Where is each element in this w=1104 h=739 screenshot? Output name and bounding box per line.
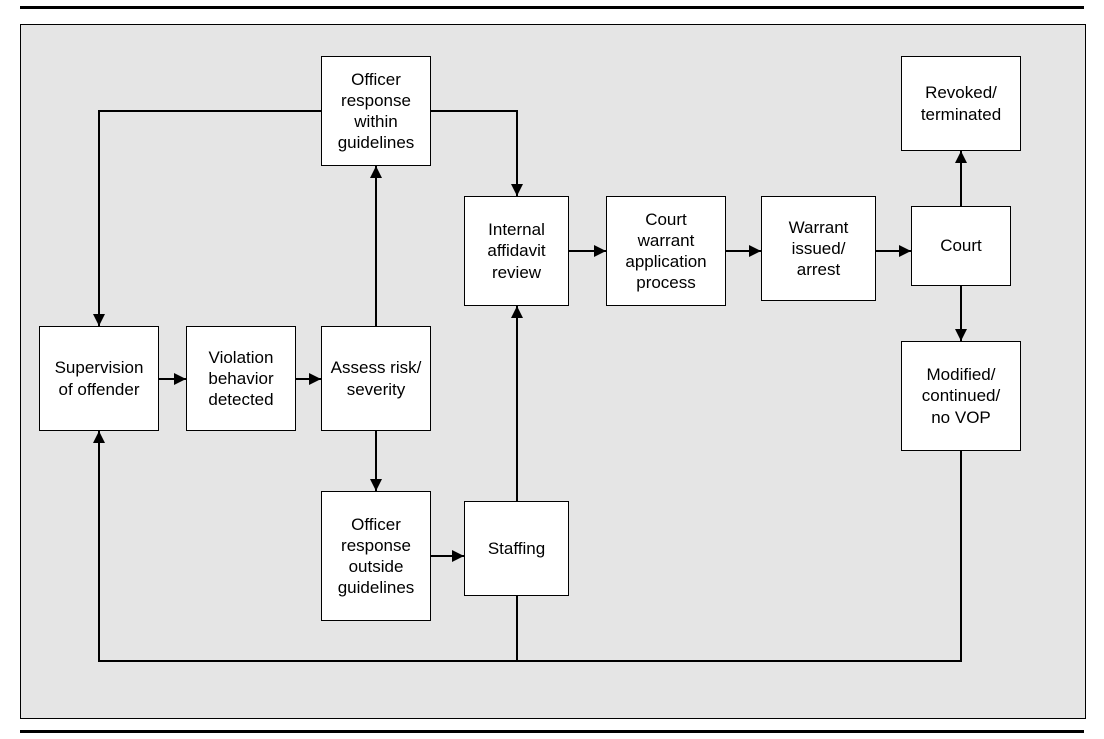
node-warrant: Warrant issued/ arrest: [761, 196, 876, 301]
rule-top: [20, 6, 1084, 9]
edge-staffing-down-supervision: [99, 431, 517, 661]
node-court_app: Court warrant application process: [606, 196, 726, 306]
node-label: Court: [940, 235, 982, 256]
node-violation: Violation behavior detected: [186, 326, 296, 431]
node-label: Officer response outside guidelines: [330, 514, 422, 599]
node-label: Supervision of offender: [48, 357, 150, 400]
node-assess: Assess risk/ severity: [321, 326, 431, 431]
node-affidavit: Internal affidavit review: [464, 196, 569, 306]
edge-resp_in-to-affidavit: [431, 111, 517, 196]
node-resp_in: Officer response within guidelines: [321, 56, 431, 166]
node-supervision: Supervision of offender: [39, 326, 159, 431]
node-label: Warrant issued/ arrest: [770, 217, 867, 281]
figure-container: Supervision of offender Violation behavio…: [0, 0, 1104, 739]
node-label: Revoked/ terminated: [910, 82, 1012, 125]
node-label: Modified/ continued/ no VOP: [910, 364, 1012, 428]
node-label: Staffing: [488, 538, 545, 559]
edge-modified-to-supervision: [517, 451, 961, 661]
node-revoked: Revoked/ terminated: [901, 56, 1021, 151]
node-staffing: Staffing: [464, 501, 569, 596]
node-resp_out: Officer response outside guidelines: [321, 491, 431, 621]
node-court: Court: [911, 206, 1011, 286]
edge-resp_in-to-supervision: [99, 111, 321, 326]
node-label: Internal affidavit review: [473, 219, 560, 283]
node-modified: Modified/ continued/ no VOP: [901, 341, 1021, 451]
node-label: Court warrant application process: [615, 209, 717, 294]
rule-bottom: [20, 730, 1084, 733]
node-label: Violation behavior detected: [195, 347, 287, 411]
flowchart-canvas: Supervision of offender Violation behavio…: [20, 24, 1086, 719]
node-label: Assess risk/ severity: [330, 357, 422, 400]
node-label: Officer response within guidelines: [330, 69, 422, 154]
